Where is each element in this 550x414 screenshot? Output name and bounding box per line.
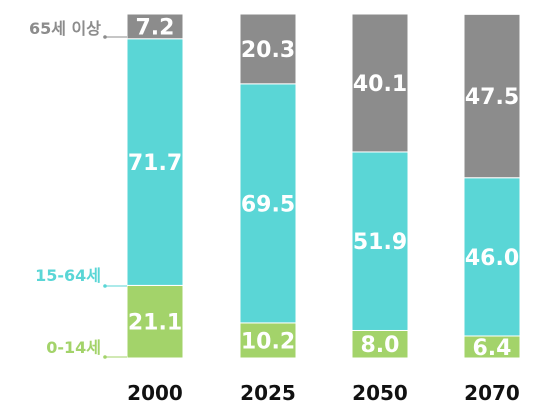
bar-working-2025 <box>239 83 297 324</box>
bars-group <box>126 13 521 359</box>
value-label-children-2000: 21.1 <box>128 311 182 336</box>
category-label-2050: 2050 <box>352 381 408 405</box>
category-label-2070: 2070 <box>464 381 520 405</box>
bar-working-2050 <box>351 151 409 331</box>
legend-label-children: 0-14세 <box>46 338 101 357</box>
category-labels-group: 2000 2025 2050 2070 <box>127 381 520 405</box>
legend-dot-elderly <box>103 35 107 39</box>
segment-labels-group: 21.1 71.7 7.2 10.2 69.5 20.3 8.0 51.9 40.1 6.4 46.… <box>128 15 519 361</box>
value-label-elderly-2050: 40.1 <box>353 72 407 97</box>
value-label-working-2070: 46.0 <box>465 246 519 271</box>
bar-children-2000 <box>126 284 184 359</box>
value-label-children-2070: 6.4 <box>473 336 512 361</box>
legend-label-working: 15-64세 <box>35 266 101 285</box>
value-label-working-2025: 69.5 <box>241 192 295 217</box>
bar-working-2000 <box>126 38 184 286</box>
bar-elderly-2070 <box>463 13 521 179</box>
bar-elderly-2000 <box>126 13 184 40</box>
bar-children-2050 <box>351 329 409 359</box>
category-label-2000: 2000 <box>127 381 183 405</box>
value-label-children-2025: 10.2 <box>241 329 295 354</box>
category-label-2025: 2025 <box>240 381 296 405</box>
value-label-elderly-2025: 20.3 <box>241 38 295 63</box>
legend-label-elderly: 65세 이상 <box>29 19 101 38</box>
value-label-working-2050: 51.9 <box>353 230 407 255</box>
value-label-working-2000: 71.7 <box>128 151 182 176</box>
value-label-elderly-2070: 47.5 <box>465 85 519 110</box>
bar-children-2025 <box>239 322 297 359</box>
legend-group: 0-14세 15-64세 65세 이상 <box>29 19 127 359</box>
legend-dot-working <box>103 284 107 288</box>
legend-dot-children <box>103 355 107 359</box>
bar-elderly-2025 <box>239 13 297 85</box>
bar-elderly-2050 <box>351 13 409 153</box>
value-label-elderly-2000: 7.2 <box>136 15 175 40</box>
value-label-children-2050: 8.0 <box>361 333 400 358</box>
